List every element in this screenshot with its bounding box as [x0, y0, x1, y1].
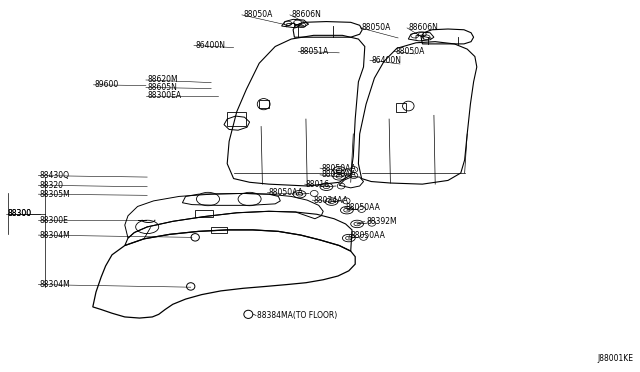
Text: 88300E: 88300E — [40, 216, 68, 225]
Text: 88050AA: 88050AA — [351, 231, 385, 240]
Text: 88620M: 88620M — [147, 76, 178, 84]
Bar — [396, 103, 406, 112]
Text: 86400N: 86400N — [371, 56, 401, 65]
Bar — [195, 210, 213, 217]
Text: 88050A: 88050A — [243, 10, 273, 19]
Text: 88050AA: 88050AA — [321, 164, 356, 173]
Text: 88050A: 88050A — [396, 47, 425, 56]
Text: 88016: 88016 — [306, 180, 330, 189]
Text: 88051A: 88051A — [300, 47, 329, 56]
Text: 88606N: 88606N — [408, 23, 438, 32]
Bar — [259, 100, 269, 108]
Text: 88300EA: 88300EA — [147, 92, 181, 100]
Text: 88605N: 88605N — [147, 83, 177, 92]
Bar — [211, 227, 227, 232]
Text: 88384MA(TO FLOOR): 88384MA(TO FLOOR) — [257, 311, 337, 320]
Text: 88300: 88300 — [8, 209, 32, 218]
Text: 89600: 89600 — [95, 80, 119, 89]
Text: 88606N: 88606N — [291, 10, 321, 19]
Text: 88050AA: 88050AA — [321, 170, 356, 179]
Text: J88001KE: J88001KE — [598, 354, 634, 363]
Text: 88430Q: 88430Q — [40, 171, 70, 180]
Text: 88305M: 88305M — [40, 190, 70, 199]
Text: 88304M: 88304M — [40, 280, 70, 289]
Text: 88300: 88300 — [8, 209, 32, 218]
Text: 88050AA: 88050AA — [346, 203, 380, 212]
Text: 88392M: 88392M — [366, 217, 397, 226]
Bar — [227, 112, 246, 126]
Text: 88320: 88320 — [40, 181, 64, 190]
Text: 88050AA: 88050AA — [269, 188, 303, 197]
Text: 88050A: 88050A — [362, 23, 391, 32]
Text: 86400N: 86400N — [195, 41, 225, 50]
Text: 88304M: 88304M — [40, 231, 70, 240]
Text: 88034AA: 88034AA — [314, 196, 348, 205]
